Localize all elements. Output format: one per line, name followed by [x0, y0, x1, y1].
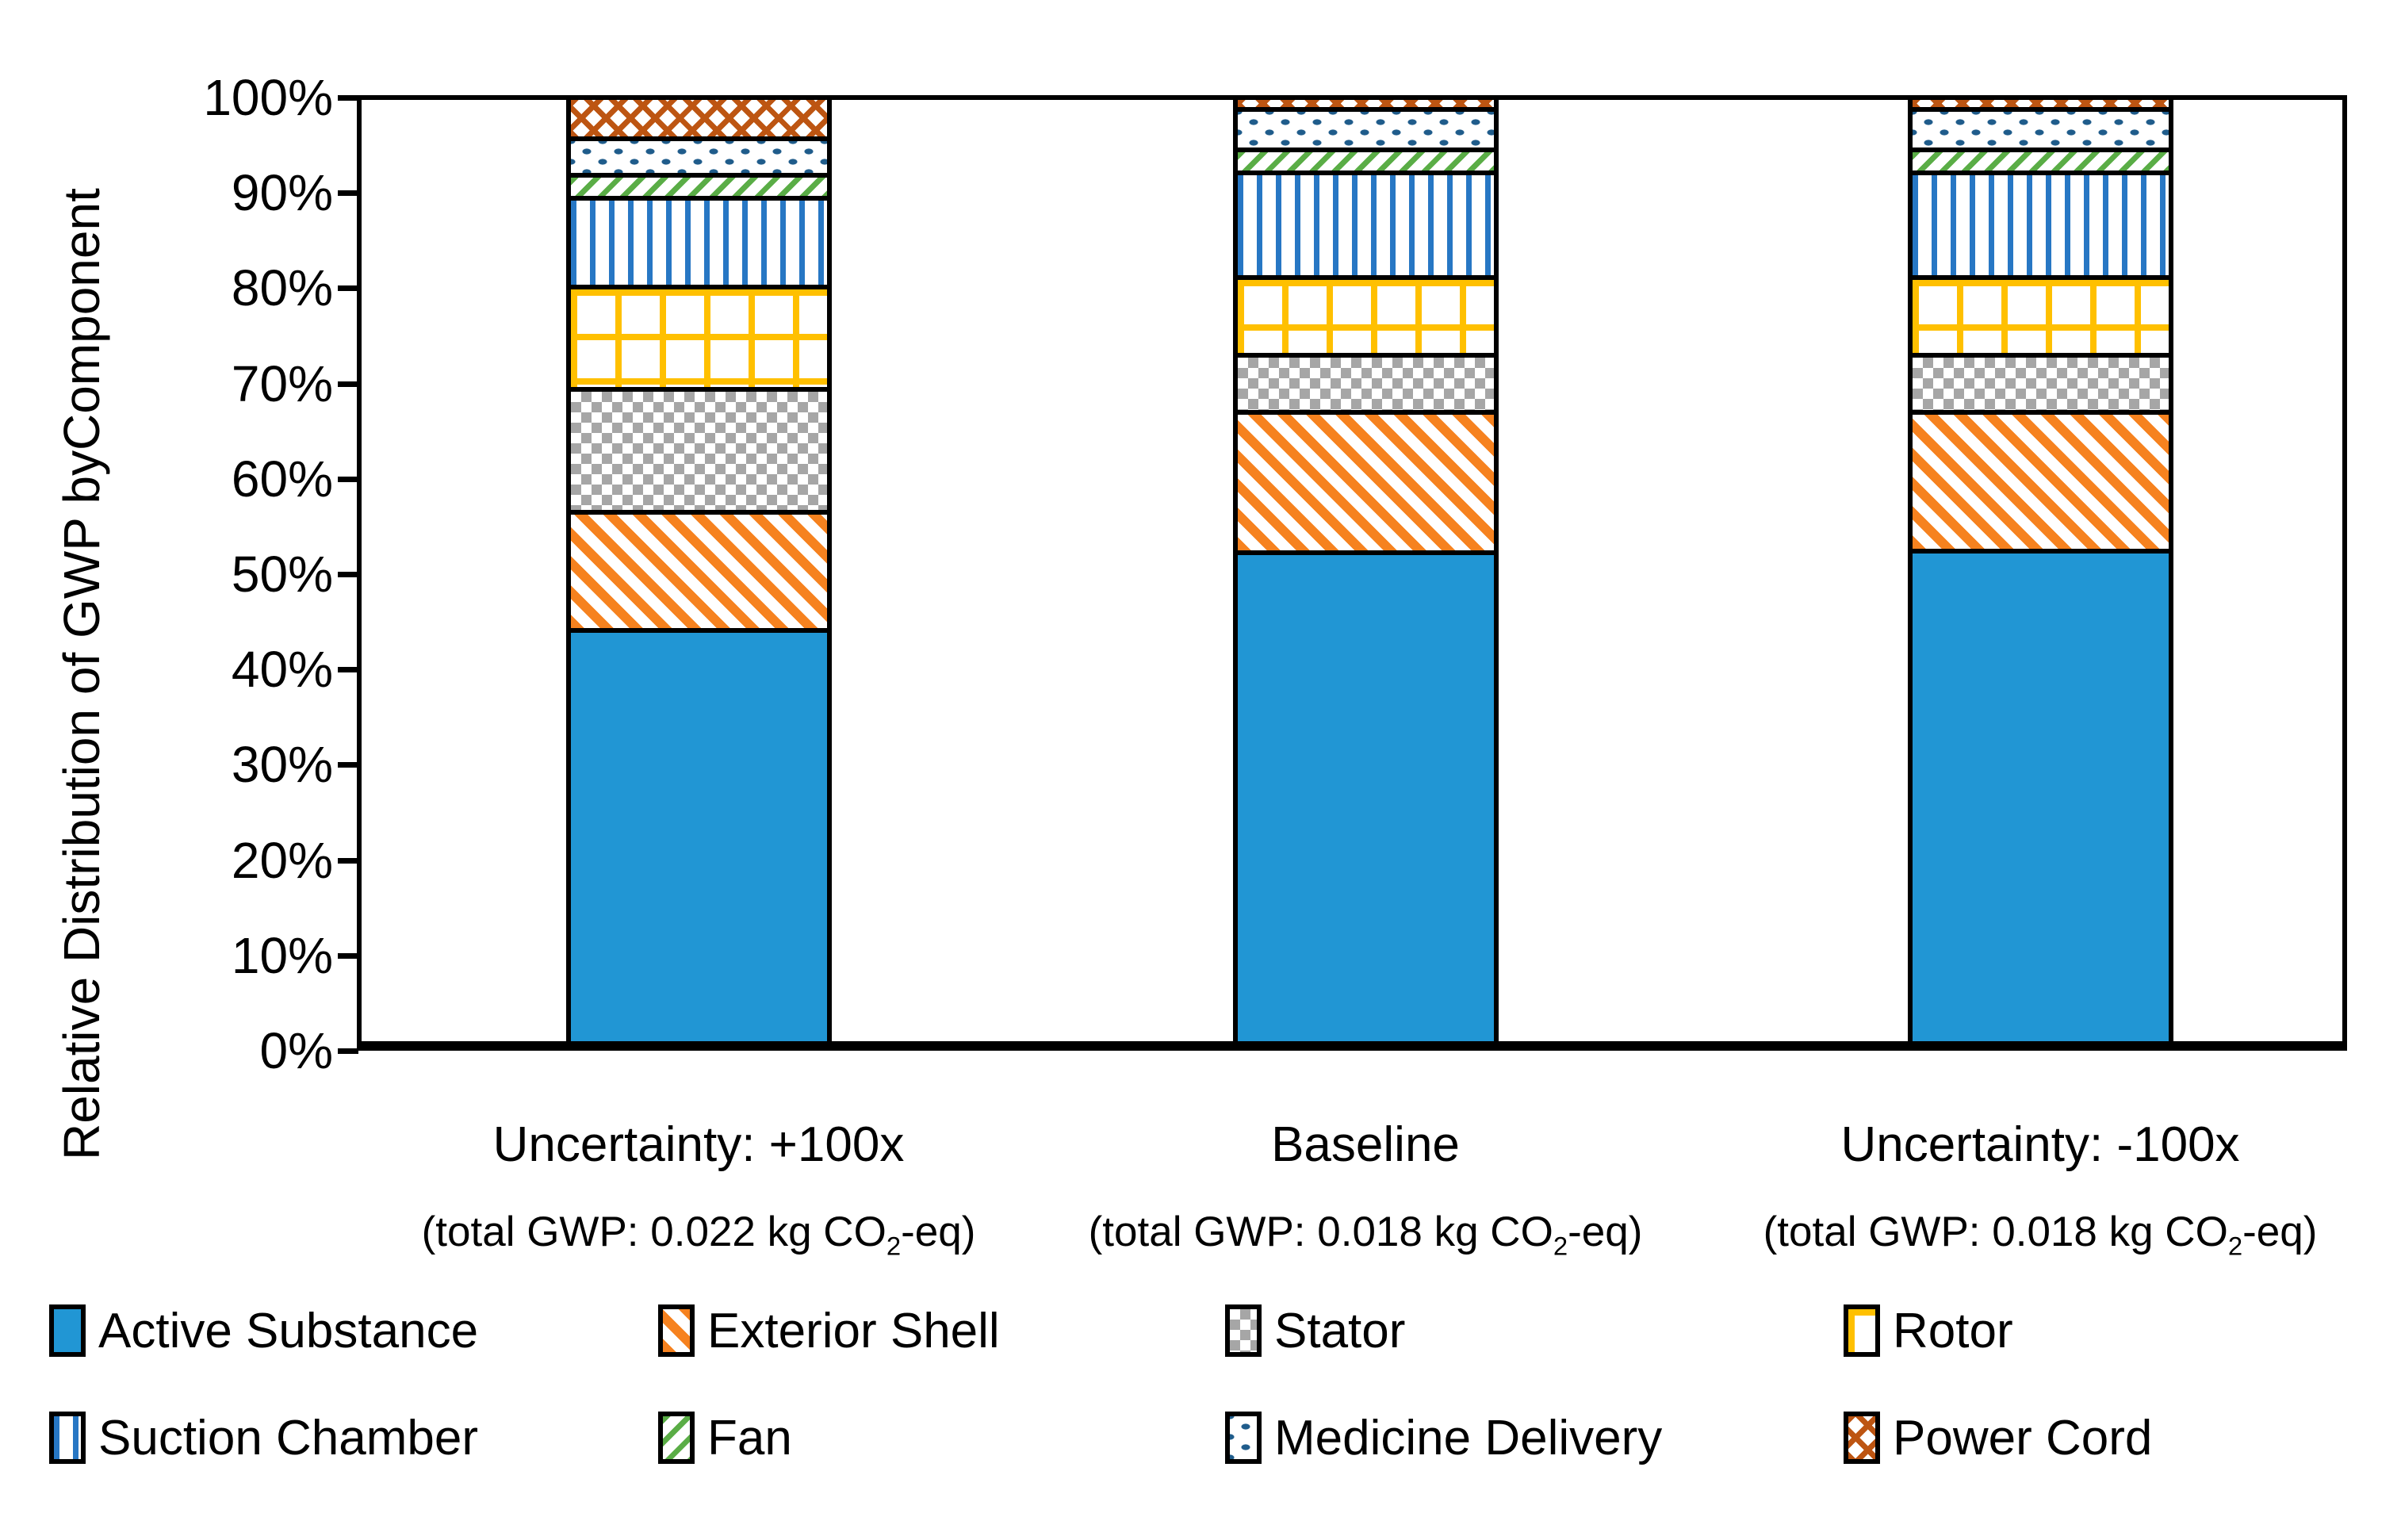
active-substance-swatch-icon [49, 1304, 86, 1357]
segment-exterior-shell [1238, 409, 1494, 551]
legend-label-active-substance: Active Substance [98, 1303, 479, 1358]
legend-label-power-cord: Power Cord [1893, 1410, 2153, 1465]
y-axis-title-line1: Relative Distribution of GWP by [52, 450, 110, 1161]
segment-rotor [1238, 275, 1494, 353]
segment-power-cord [1238, 100, 1494, 107]
y-tick-mark-60 [338, 476, 358, 482]
segment-power-cord [571, 100, 827, 136]
legend-label-exterior-shell: Exterior Shell [707, 1303, 1000, 1358]
y-tick-label-80: 80% [231, 259, 333, 317]
segment-power-cord [1913, 100, 2169, 107]
exterior-shell-swatch-icon [658, 1304, 695, 1357]
segment-stator [1238, 352, 1494, 410]
segment-medicine-delivery [571, 136, 827, 173]
x-category-label-1: Baseline [1271, 1117, 1460, 1172]
y-tick-mark-0 [338, 1048, 358, 1054]
segment-stator [571, 386, 827, 510]
x-category-label-2: Uncertainty: -100x [1840, 1117, 2240, 1172]
legend-item-fan: Fan [658, 1406, 792, 1469]
y-tick-label-60: 60% [231, 450, 333, 508]
y-tick-mark-100 [338, 95, 358, 101]
legend-item-suction-chamber: Suction Chamber [49, 1406, 478, 1469]
bar-uncertainty-100x [566, 100, 832, 1041]
y-axis-title-line2: Component [52, 187, 110, 450]
segment-rotor [571, 284, 827, 387]
y-tick-label-90: 90% [231, 164, 333, 222]
segment-suction-chamber [1913, 170, 2169, 276]
segment-medicine-delivery [1913, 106, 2169, 148]
y-tick-mark-80 [338, 285, 358, 292]
y-tick-mark-40 [338, 667, 358, 673]
legend-label-fan: Fan [707, 1410, 792, 1465]
y-tick-label-100: 100% [203, 69, 333, 126]
y-tick-mark-90 [338, 190, 358, 197]
bar-uncertainty-100x [1908, 100, 2173, 1042]
segment-medicine-delivery [1238, 106, 1494, 148]
stator-swatch-icon [1225, 1304, 1262, 1357]
y-tick-label-50: 50% [231, 546, 333, 603]
legend-label-suction-chamber: Suction Chamber [98, 1410, 479, 1465]
fan-swatch-icon [658, 1412, 695, 1464]
x-category-total-gwp-1: (total GWP: 0.018 kg CO2-eq) [1088, 1209, 1643, 1261]
plot-area [357, 95, 2347, 1051]
segment-rotor [1913, 275, 2169, 353]
segment-exterior-shell [1913, 409, 2169, 549]
y-tick-mark-20 [338, 857, 358, 864]
y-tick-mark-50 [338, 572, 358, 577]
legend-label-stator: Stator [1274, 1303, 1406, 1358]
segment-fan [1238, 147, 1494, 171]
suction-chamber-swatch-icon [49, 1412, 86, 1464]
legend-item-exterior-shell: Exterior Shell [658, 1299, 1000, 1362]
x-category-total-gwp-2: (total GWP: 0.018 kg CO2-eq) [1763, 1209, 2318, 1261]
legend-item-medicine-delivery: Medicine Delivery [1225, 1406, 1662, 1469]
legend-item-stator: Stator [1225, 1299, 1405, 1362]
segment-fan [1913, 147, 2169, 171]
x-category-label-0: Uncertainty: +100x [492, 1117, 905, 1172]
segment-stator [1913, 352, 2169, 410]
y-tick-label-70: 70% [231, 354, 333, 412]
y-tick-label-0: 0% [259, 1022, 334, 1079]
x-category-total-gwp-0: (total GWP: 0.022 kg CO2-eq) [421, 1209, 976, 1261]
segment-suction-chamber [1238, 170, 1494, 276]
legend-label-rotor: Rotor [1893, 1303, 2013, 1358]
legend-item-active-substance: Active Substance [49, 1299, 478, 1362]
bar-baseline [1233, 100, 1499, 1042]
y-tick-label-10: 10% [231, 926, 333, 984]
y-tick-label-30: 30% [231, 736, 333, 794]
segment-suction-chamber [571, 195, 827, 285]
y-tick-mark-30 [338, 762, 358, 768]
y-tick-mark-70 [338, 381, 358, 387]
legend-item-rotor: Rotor [1844, 1299, 2013, 1362]
medicine-delivery-swatch-icon [1225, 1412, 1262, 1464]
segment-active-substance [571, 627, 827, 1041]
y-tick-label-20: 20% [231, 831, 333, 889]
legend-item-power-cord: Power Cord [1844, 1406, 2152, 1469]
legend-label-medicine-delivery: Medicine Delivery [1274, 1410, 1663, 1465]
segment-exterior-shell [571, 509, 827, 628]
rotor-swatch-icon [1844, 1304, 1880, 1357]
segment-active-substance [1913, 548, 2169, 1042]
y-tick-mark-10 [338, 952, 358, 959]
y-tick-label-40: 40% [231, 641, 333, 699]
segment-fan [571, 172, 827, 196]
segment-active-substance [1238, 550, 1494, 1042]
power-cord-swatch-icon [1844, 1412, 1880, 1464]
